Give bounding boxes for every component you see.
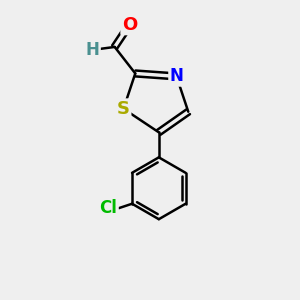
Text: N: N [169, 68, 183, 85]
Text: Cl: Cl [100, 199, 117, 217]
Text: O: O [122, 16, 137, 34]
Text: S: S [117, 100, 130, 118]
Text: H: H [85, 41, 100, 59]
